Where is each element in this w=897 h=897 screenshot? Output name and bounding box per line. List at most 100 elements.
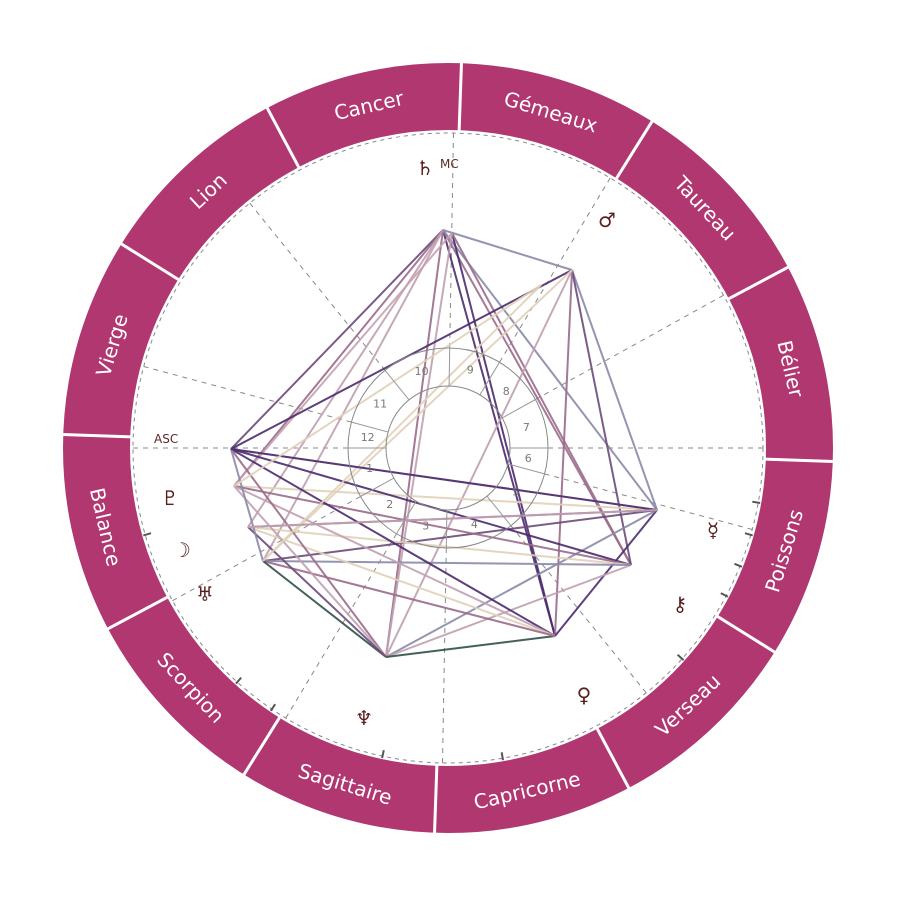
house-divider <box>360 477 395 497</box>
saturn-icon: ♄ <box>416 156 434 180</box>
ring-band <box>63 63 833 833</box>
aspect-line <box>262 560 556 637</box>
aspect-line <box>247 526 632 566</box>
aspect-line <box>247 526 556 637</box>
house-number: 2 <box>386 498 393 511</box>
aspect-line <box>451 232 632 566</box>
house-number: 5 <box>512 486 519 499</box>
aspect-line <box>262 509 658 562</box>
house-divider <box>501 399 536 419</box>
house-number: 4 <box>471 518 478 531</box>
aspect-line <box>230 448 632 566</box>
sign-divider <box>595 727 631 790</box>
aspect-line <box>442 229 632 566</box>
aspect-line <box>230 448 264 562</box>
sign-divider <box>62 433 132 439</box>
neptune-icon: ♆ <box>355 706 373 730</box>
aspect-line <box>571 269 658 511</box>
house-divider <box>384 369 410 401</box>
house-divider <box>448 347 451 387</box>
aspect-line <box>385 269 573 658</box>
aspect-line <box>554 509 658 637</box>
planet-tick <box>734 562 743 568</box>
sign-divider <box>242 716 282 777</box>
aspect-line <box>442 229 658 511</box>
aspect-line <box>262 269 573 562</box>
aspect-line <box>442 229 556 637</box>
mars-icon: ♂ <box>598 208 616 232</box>
aspect-line <box>230 448 387 658</box>
aspect-line <box>247 526 387 658</box>
sign-divider <box>106 595 169 631</box>
aspect-line <box>451 232 556 637</box>
aspect-line <box>230 448 658 511</box>
aspect-line <box>233 229 444 487</box>
aspect-line <box>385 229 444 658</box>
sign-divider <box>119 242 180 282</box>
aspect-line <box>233 485 658 511</box>
aspect-line <box>385 564 632 658</box>
asc-label: ASC <box>154 432 178 446</box>
aspect-line <box>233 485 632 566</box>
mercury-icon: ☿ <box>707 518 719 542</box>
planet-tick <box>381 749 385 759</box>
labels: ASC MC ♄ ♂ ☿ ⚷ ♀ ♆ ♅☽ ♇ <box>154 156 719 730</box>
sign-divider <box>265 106 301 169</box>
house-number: 3 <box>422 519 429 532</box>
aspect-line <box>571 269 632 566</box>
house-cusp-line <box>535 294 724 400</box>
house-divider <box>445 509 448 549</box>
house-number: 11 <box>373 397 387 410</box>
planet-tick <box>269 703 277 712</box>
house-number: 10 <box>415 365 429 378</box>
planet-tick <box>500 752 504 761</box>
aspect-line <box>385 635 556 658</box>
moon-icon: ☽ <box>173 538 191 562</box>
aspect-line <box>233 284 542 487</box>
sign-divider <box>614 119 654 180</box>
sign-divider <box>457 62 463 132</box>
aspect-line <box>262 560 387 658</box>
aspect-line <box>233 232 453 487</box>
aspect-lines <box>230 229 658 658</box>
planet-tick <box>676 654 685 661</box>
sign-divider <box>716 614 777 654</box>
house-divider <box>479 362 500 396</box>
venus-icon: ♀ <box>577 683 592 707</box>
house-divider <box>486 495 512 527</box>
planet-tick <box>143 532 152 537</box>
aspect-line <box>262 284 542 562</box>
house-cusp-line <box>442 547 447 764</box>
aspect-line <box>230 229 444 450</box>
aspect-line <box>247 509 658 528</box>
zodiac-ring: Cancer GémeauxTaureauBélierPoissonsVersea… <box>62 62 834 834</box>
sign-divider <box>727 265 790 301</box>
planet-tick <box>744 532 753 537</box>
house-number: 1 <box>366 462 373 475</box>
aspect-line <box>554 269 573 637</box>
house-cusp-line <box>499 177 611 363</box>
sign-divider <box>433 764 439 834</box>
chiron-icon: ⚷ <box>673 592 688 616</box>
house-number: 12 <box>361 431 375 444</box>
aspect-line <box>385 232 453 658</box>
aspect-line <box>262 560 632 566</box>
house-divider <box>351 421 389 433</box>
house-cusp-line <box>143 366 352 423</box>
house-number: 8 <box>503 385 510 398</box>
house-divider <box>396 500 417 534</box>
aspect-line <box>262 229 444 562</box>
aspect-line <box>233 485 387 658</box>
aspect-line <box>442 229 573 271</box>
house-cusps <box>132 132 764 764</box>
house-number: 6 <box>525 452 532 465</box>
house-number: 7 <box>523 421 530 434</box>
sign-divider <box>764 457 834 463</box>
planet-tick <box>752 500 761 504</box>
aspect-line <box>233 485 556 637</box>
aspect-line <box>230 448 556 637</box>
aspect-line <box>385 509 658 658</box>
